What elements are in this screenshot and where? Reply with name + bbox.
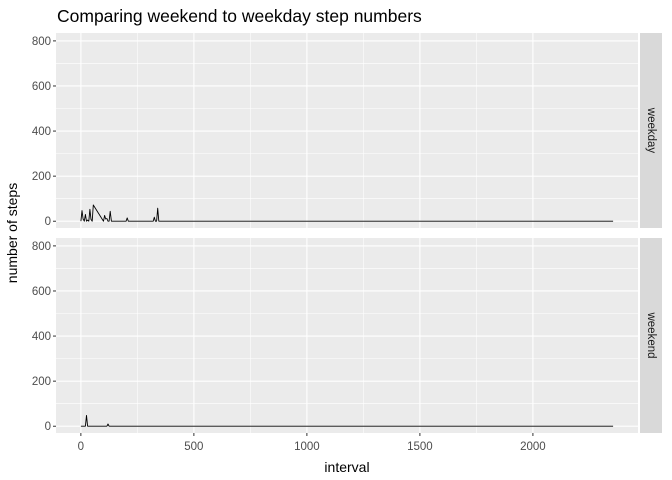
chart-title: Comparing weekend to weekday step number… — [57, 6, 422, 26]
y-axis-title: number of steps — [4, 183, 20, 283]
y-tick-label: 0 — [45, 216, 51, 228]
x-axis: 0 500 1000 1500 2000 — [78, 433, 546, 453]
y-tick-label: 800 — [32, 241, 51, 253]
x-axis-title: interval — [324, 459, 369, 475]
panel-weekday: 0 200 400 600 800 weekday — [32, 33, 662, 228]
series-line-weekend — [80, 414, 614, 427]
y-tick-label: 200 — [32, 171, 51, 183]
panel-background — [56, 238, 638, 433]
x-tick-label: 2000 — [520, 441, 546, 453]
y-tick-label: 400 — [32, 331, 51, 343]
facet-strip-label: weekend — [645, 311, 657, 358]
y-tick-label: 600 — [32, 286, 51, 298]
panel-weekend: 0 200 400 600 800 weekend — [32, 238, 662, 433]
y-tick-label: 0 — [45, 421, 51, 433]
facet-strip-label: weekday — [645, 107, 657, 154]
y-tick-label: 200 — [32, 376, 51, 388]
y-tick-label: 600 — [32, 81, 51, 93]
x-tick-label: 1500 — [407, 441, 433, 453]
panel-background — [56, 33, 638, 228]
facet-strip — [640, 33, 662, 228]
x-tick-label: 500 — [184, 441, 203, 453]
x-tick-label: 0 — [78, 441, 84, 453]
series-line-weekday — [80, 204, 614, 222]
y-tick-label: 400 — [32, 126, 51, 138]
y-tick-label: 800 — [32, 36, 51, 48]
x-tick-label: 1000 — [294, 441, 320, 453]
facet-strip — [640, 238, 662, 433]
